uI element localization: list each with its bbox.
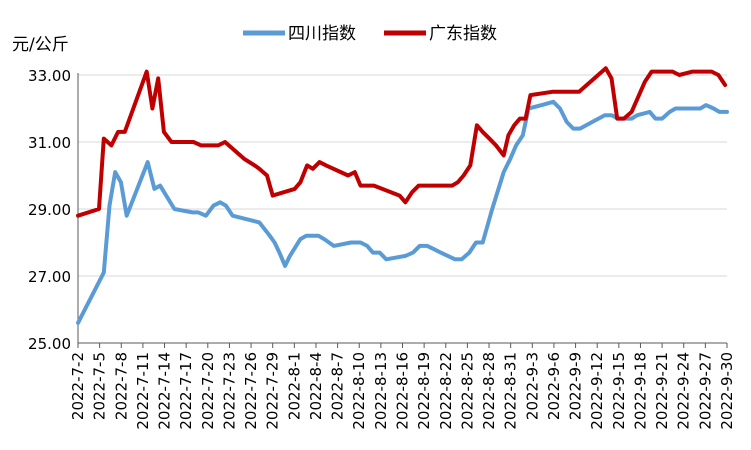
x-tick-label: 2022-8-4	[307, 352, 325, 420]
x-tick-label: 2022-7-17	[177, 352, 195, 430]
y-tick-label: 25.00	[28, 335, 71, 353]
x-tick-label: 2022-7-14	[156, 352, 174, 430]
x-tick-label: 2022-8-31	[502, 352, 520, 430]
y-axis-label: 元/公斤	[12, 35, 69, 55]
x-tick-label: 2022-8-7	[329, 352, 347, 420]
x-tick-label: 2022-9-6	[545, 352, 563, 420]
y-tick-label: 27.00	[28, 268, 71, 286]
x-tick-label: 2022-9-21	[653, 352, 671, 430]
y-tick-label: 31.00	[28, 134, 71, 152]
x-tick-label: 2022-8-25	[458, 352, 476, 430]
x-tick-label: 2022-9-18	[631, 352, 649, 430]
series-lines	[76, 66, 729, 325]
series-line-sichuan	[76, 99, 729, 325]
x-tick-label: 2022-9-30	[718, 352, 736, 430]
gridlines	[78, 74, 727, 277]
x-tick-label: 2022-8-13	[372, 352, 390, 430]
x-tick-labels: 2022-7-2 2022-7-5 2022-7-8 2022-7-11 2022-7-…	[69, 343, 736, 430]
x-tick-label: 2022-7-8	[112, 352, 130, 420]
series-line-guangdong	[76, 66, 728, 218]
x-tick-label: 2022-8-28	[480, 352, 498, 430]
x-tick-label: 2022-7-23	[220, 352, 238, 430]
y-tick-labels: 25.00 27.00 29.00 31.00 33.00	[28, 67, 71, 353]
x-tick-label: 2022-7-26	[242, 352, 260, 430]
x-tick-label: 2022-9-9	[567, 352, 585, 420]
y-tick-label: 29.00	[28, 201, 71, 219]
x-tick-label: 2022-9-3	[523, 352, 541, 420]
x-tick-label: 2022-9-15	[610, 352, 628, 430]
x-tick-label: 2022-8-1	[285, 352, 303, 420]
x-tick-label: 2022-7-20	[199, 352, 217, 430]
x-tick-label: 2022-8-22	[437, 352, 455, 430]
x-tick-label: 2022-8-10	[350, 352, 368, 430]
x-tick-label: 2022-9-12	[588, 352, 606, 430]
legend: 四川指数 广东指数	[243, 24, 497, 44]
legend-label-guangdong: 广东指数	[429, 24, 497, 44]
x-tick-label: 2022-7-2	[69, 352, 87, 420]
y-tick-label: 33.00	[28, 67, 71, 85]
x-tick-label: 2022-7-5	[91, 352, 109, 420]
x-tick-label: 2022-9-27	[696, 352, 714, 430]
x-tick-label: 2022-8-16	[394, 352, 412, 430]
x-tick-label: 2022-9-24	[675, 352, 693, 430]
x-tick-label: 2022-7-29	[264, 352, 282, 430]
x-tick-label: 2022-8-19	[415, 352, 433, 430]
legend-label-sichuan: 四川指数	[288, 24, 356, 44]
legend-item-guangdong: 广东指数	[384, 24, 497, 44]
x-tick-label: 2022-7-11	[134, 352, 152, 430]
legend-item-sichuan: 四川指数	[243, 24, 356, 44]
